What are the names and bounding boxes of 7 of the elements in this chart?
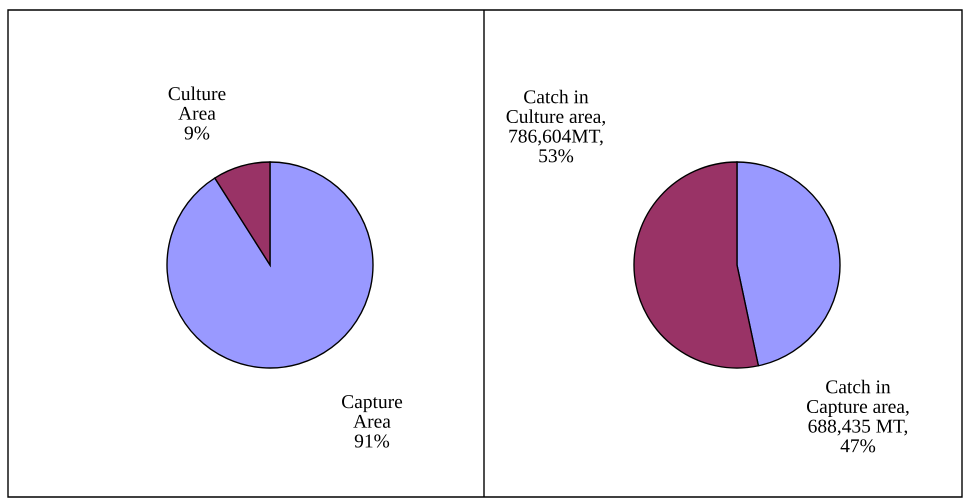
slice-label: Catch in Capture area, 688,435 MT, 47% [806, 380, 909, 452]
data-label: 91% [354, 434, 390, 448]
slice-label: Culture Area [168, 86, 226, 120]
slice-label: Capture Area [342, 395, 402, 428]
pie-slice [166, 161, 374, 369]
data-label: 9% [184, 126, 210, 140]
slice-label: Catch in Culture area, 786,604MT, 53% [506, 90, 605, 162]
